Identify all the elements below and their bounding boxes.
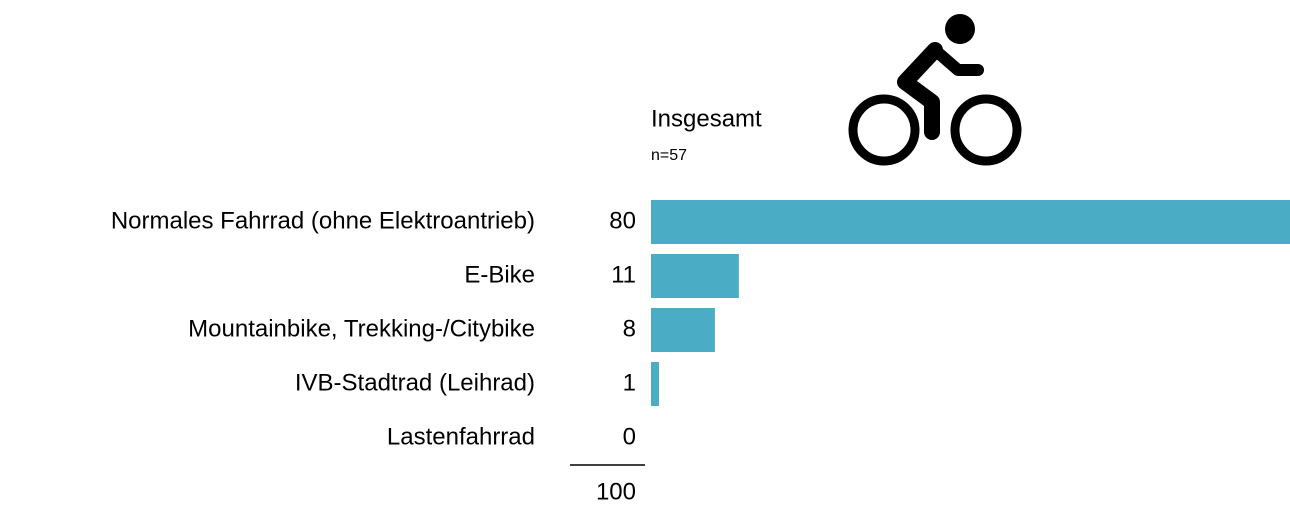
value-label: 11 xyxy=(611,261,636,288)
chart-subtitle: n=57 xyxy=(651,147,687,164)
category-label: Lastenfahrrad xyxy=(387,423,535,450)
category-label: Normales Fahrrad (ohne Elektroantrieb) xyxy=(111,207,535,234)
chart-title: Insgesamt xyxy=(651,105,762,132)
total-label: 100 xyxy=(596,478,636,505)
bicycle-icon xyxy=(848,14,1022,166)
value-label: 80 xyxy=(609,207,636,234)
bar xyxy=(651,308,715,352)
value-label: 8 xyxy=(623,315,636,342)
bar xyxy=(651,254,739,298)
bar xyxy=(651,362,659,406)
value-label: 0 xyxy=(623,423,636,450)
category-label: IVB-Stadtrad (Leihrad) xyxy=(295,369,535,396)
category-label: Mountainbike, Trekking-/Citybike xyxy=(188,315,535,342)
value-label: 1 xyxy=(623,369,636,396)
bar xyxy=(651,200,1290,244)
category-label: E-Bike xyxy=(464,261,535,288)
